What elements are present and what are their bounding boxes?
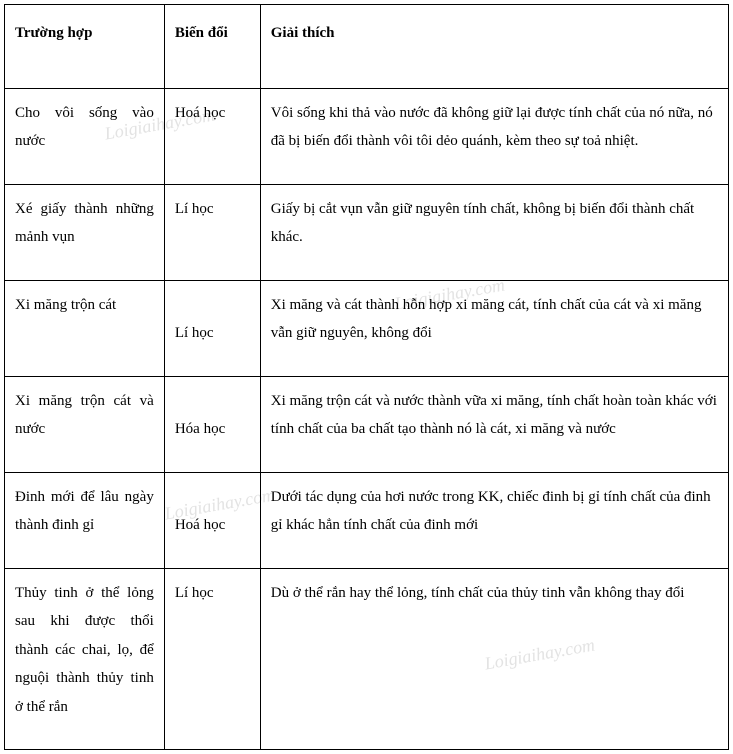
table-row: Xi măng trộn cátLí họcXi măng và cát thà… [5, 280, 729, 376]
header-col3: Giải thích [260, 5, 728, 89]
cell-case: Cho vôi sống vào nước [5, 88, 165, 184]
table-row: Thủy tinh ở thể lỏng sau khi được thổi t… [5, 568, 729, 750]
cell-change: Lí học [164, 568, 260, 750]
table-row: Xi măng trộn cát và nướcHóa họcXi măng t… [5, 376, 729, 472]
cell-change: Hoá học [164, 88, 260, 184]
cell-change: Lí học [164, 280, 260, 376]
table-row: Đinh mới để lâu ngày thành đinh gỉHoá họ… [5, 472, 729, 568]
cell-change: Hoá học [164, 472, 260, 568]
table-body: Cho vôi sống vào nướcHoá họcVôi sống khi… [5, 88, 729, 750]
cell-case: Xé giấy thành những mảnh vụn [5, 184, 165, 280]
table-row: Xé giấy thành những mảnh vụnLí họcGiấy b… [5, 184, 729, 280]
cell-explanation: Dưới tác dụng của hơi nước trong KK, chi… [260, 472, 728, 568]
cell-explanation: Dù ở thể rắn hay thể lỏng, tính chất của… [260, 568, 728, 750]
table-header-row: Trường hợp Biến đổi Giải thích [5, 5, 729, 89]
cell-change: Hóa học [164, 376, 260, 472]
cell-explanation: Xi măng và cát thành hỗn hợp xi măng cát… [260, 280, 728, 376]
cell-change: Lí học [164, 184, 260, 280]
cell-case: Đinh mới để lâu ngày thành đinh gỉ [5, 472, 165, 568]
cell-explanation: Vôi sống khi thả vào nước đã không giữ l… [260, 88, 728, 184]
table-row: Cho vôi sống vào nướcHoá họcVôi sống khi… [5, 88, 729, 184]
main-table: Trường hợp Biến đổi Giải thích Cho vôi s… [4, 4, 729, 750]
cell-explanation: Xi măng trộn cát và nước thành vữa xi mă… [260, 376, 728, 472]
cell-case: Xi măng trộn cát [5, 280, 165, 376]
cell-case: Xi măng trộn cát và nước [5, 376, 165, 472]
cell-case: Thủy tinh ở thể lỏng sau khi được thổi t… [5, 568, 165, 750]
header-col2: Biến đổi [164, 5, 260, 89]
cell-explanation: Giấy bị cắt vụn vẫn giữ nguyên tính chất… [260, 184, 728, 280]
header-col1: Trường hợp [5, 5, 165, 89]
